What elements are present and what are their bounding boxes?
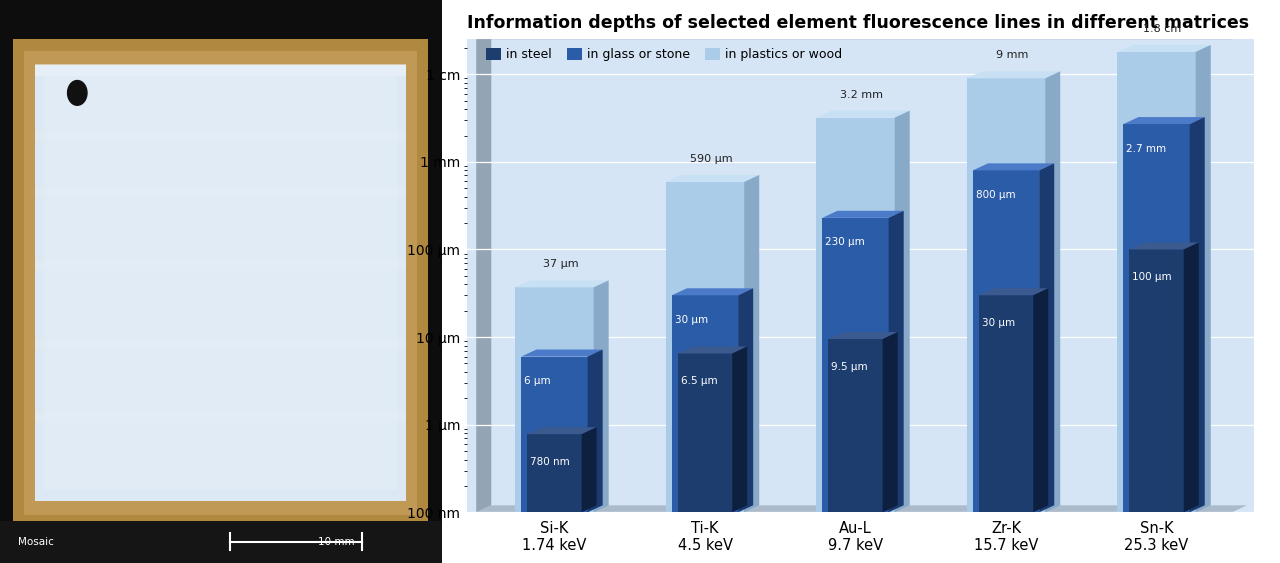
Bar — [24, 51, 417, 515]
Polygon shape — [823, 218, 888, 512]
Polygon shape — [966, 72, 1060, 78]
Polygon shape — [521, 356, 588, 512]
Polygon shape — [823, 211, 904, 218]
Polygon shape — [678, 354, 732, 512]
Text: 30 μm: 30 μm — [982, 318, 1015, 328]
Text: 6.5 μm: 6.5 μm — [681, 376, 718, 386]
Polygon shape — [1184, 243, 1198, 512]
Polygon shape — [895, 110, 910, 512]
Polygon shape — [588, 350, 603, 512]
Text: Mosaic: Mosaic — [18, 537, 54, 547]
Polygon shape — [1129, 243, 1198, 249]
Polygon shape — [527, 427, 596, 434]
Polygon shape — [521, 350, 603, 356]
Text: 10 mm: 10 mm — [317, 537, 355, 547]
Text: 780 nm: 780 nm — [530, 457, 570, 467]
Polygon shape — [1117, 45, 1211, 52]
Polygon shape — [973, 163, 1055, 171]
Polygon shape — [739, 288, 753, 512]
Text: 30 μm: 30 μm — [675, 315, 708, 325]
Polygon shape — [817, 110, 910, 118]
Bar — [36, 260, 406, 270]
Text: 37 μm: 37 μm — [543, 260, 579, 270]
Polygon shape — [527, 434, 581, 512]
Text: 800 μm: 800 μm — [975, 190, 1015, 200]
Polygon shape — [828, 339, 883, 512]
Polygon shape — [581, 427, 596, 512]
Polygon shape — [516, 280, 609, 287]
Polygon shape — [1046, 72, 1060, 512]
Text: Information depths of selected element fluorescence lines in different matrices: Information depths of selected element f… — [467, 14, 1249, 32]
Polygon shape — [476, 33, 1247, 39]
Polygon shape — [828, 332, 897, 339]
Text: 590 μm: 590 μm — [690, 154, 732, 164]
Bar — [36, 412, 406, 422]
Polygon shape — [979, 288, 1048, 296]
Text: 9.5 μm: 9.5 μm — [832, 362, 868, 372]
Polygon shape — [476, 33, 492, 512]
Bar — [0, 521, 442, 563]
Bar — [36, 64, 406, 76]
Polygon shape — [666, 175, 759, 182]
Polygon shape — [1124, 117, 1204, 124]
Bar — [36, 131, 406, 141]
Text: 230 μm: 230 μm — [826, 237, 865, 247]
Polygon shape — [678, 346, 748, 354]
Polygon shape — [672, 296, 739, 512]
Polygon shape — [883, 332, 897, 512]
Bar — [36, 187, 406, 197]
Text: 2.7 mm: 2.7 mm — [1126, 144, 1166, 154]
Circle shape — [68, 81, 87, 105]
Polygon shape — [817, 118, 895, 512]
Polygon shape — [666, 182, 744, 512]
Legend: in steel, in glass or stone, in plastics or wood: in steel, in glass or stone, in plastics… — [481, 43, 847, 66]
Bar — [36, 339, 406, 349]
Polygon shape — [516, 287, 594, 512]
Bar — [36, 65, 406, 501]
Polygon shape — [1129, 249, 1184, 512]
Polygon shape — [672, 288, 753, 296]
Polygon shape — [888, 211, 904, 512]
Polygon shape — [1189, 117, 1204, 512]
Polygon shape — [594, 280, 609, 512]
Polygon shape — [1196, 45, 1211, 512]
Text: 6 μm: 6 μm — [525, 376, 550, 386]
Polygon shape — [744, 175, 759, 512]
Polygon shape — [973, 171, 1039, 512]
Polygon shape — [1124, 124, 1189, 512]
Polygon shape — [476, 506, 1247, 512]
Bar — [44, 76, 397, 490]
Bar — [13, 39, 429, 529]
Polygon shape — [732, 346, 748, 512]
Text: 3.2 mm: 3.2 mm — [840, 90, 883, 100]
Polygon shape — [979, 296, 1033, 512]
Polygon shape — [1039, 163, 1055, 512]
Polygon shape — [1117, 52, 1196, 512]
Text: 9 mm: 9 mm — [996, 51, 1028, 60]
Polygon shape — [966, 78, 1046, 512]
Polygon shape — [1033, 288, 1048, 512]
Text: 1.8 cm: 1.8 cm — [1143, 24, 1181, 34]
Text: 100 μm: 100 μm — [1133, 272, 1172, 282]
